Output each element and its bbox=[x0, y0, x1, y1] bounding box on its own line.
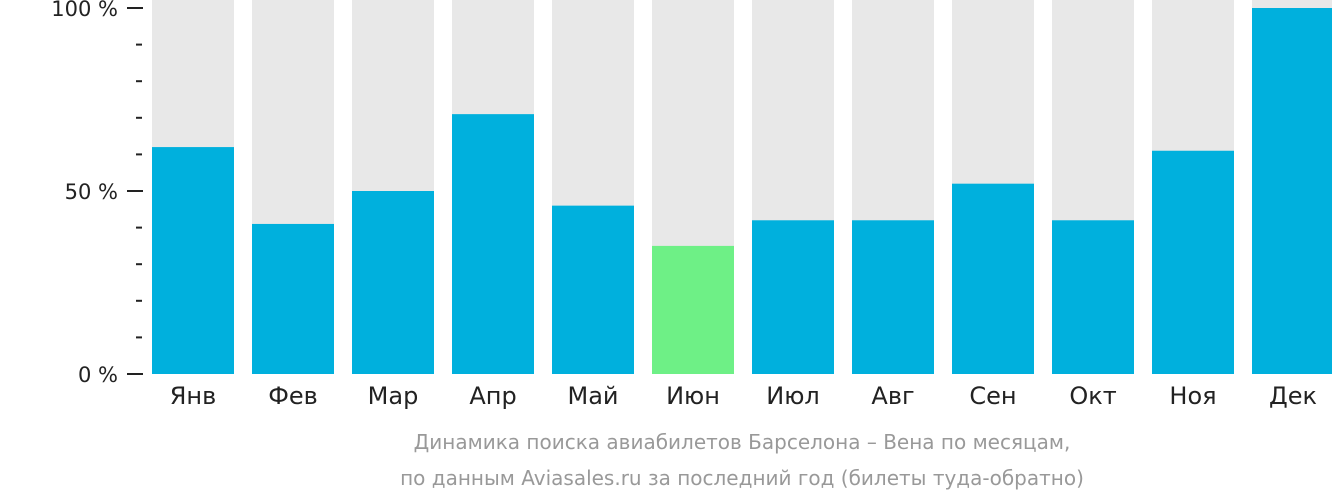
bar-Май bbox=[552, 205, 634, 374]
x-tick-label: Май bbox=[567, 382, 618, 410]
y-axis: 0 % 50 % 100 % bbox=[51, 0, 143, 387]
x-tick-label: Июл bbox=[766, 382, 820, 410]
y-tick-label: 50 % bbox=[65, 180, 118, 204]
bar-Окт bbox=[1052, 220, 1134, 374]
x-tick-label: Окт bbox=[1069, 382, 1116, 410]
x-tick-label: Июн bbox=[666, 382, 720, 410]
chart-caption-line-1: Динамика поиска авиабилетов Барселона – … bbox=[413, 430, 1071, 454]
chart-caption-line-2: по данным Aviasales.ru за последний год … bbox=[400, 466, 1084, 490]
bar-Авг bbox=[852, 220, 934, 374]
bar-Мар bbox=[352, 191, 434, 374]
bar-Дек bbox=[1252, 8, 1332, 374]
bars bbox=[152, 0, 1332, 374]
bar-Апр bbox=[452, 114, 534, 374]
x-tick-label: Фев bbox=[268, 382, 318, 410]
bar-Янв bbox=[152, 147, 234, 374]
bar-Июн bbox=[652, 245, 734, 374]
y-tick-label: 100 % bbox=[51, 0, 118, 21]
bar-Сен bbox=[952, 183, 1034, 374]
x-tick-label: Ноя bbox=[1169, 382, 1216, 410]
x-axis-labels: Янв Фев Мар Апр Май Июн Июл Авг Сен Окт Ноя Дек bbox=[170, 382, 1317, 410]
x-tick-label: Сен bbox=[969, 382, 1016, 410]
x-tick-label: Дек bbox=[1269, 382, 1317, 410]
x-tick-label: Авг bbox=[871, 382, 914, 410]
y-tick-label: 0 % bbox=[78, 363, 118, 387]
bar-Ноя bbox=[1152, 150, 1234, 374]
x-tick-label: Мар bbox=[368, 382, 419, 410]
x-tick-label: Янв bbox=[170, 382, 217, 410]
bar-Июл bbox=[752, 220, 834, 374]
x-tick-label: Апр bbox=[469, 382, 516, 410]
bar-Фев bbox=[252, 223, 334, 374]
